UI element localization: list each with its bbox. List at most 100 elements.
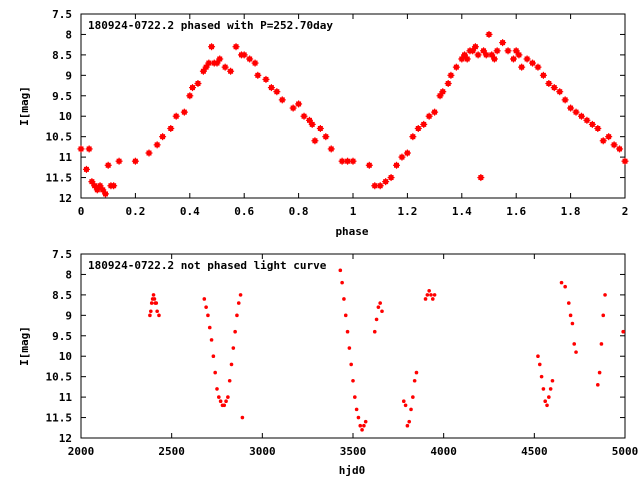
unphased-data-point xyxy=(423,297,428,301)
phased-data-point xyxy=(594,124,602,132)
phased-data-point xyxy=(246,55,254,63)
unphased-y-tick-label: 9 xyxy=(65,309,72,322)
phased-x-tick-label: 2 xyxy=(622,205,629,218)
unphased-data-point xyxy=(621,329,625,334)
unphased-data-point xyxy=(543,399,548,404)
unphased-data-point xyxy=(362,423,366,428)
phased-data-point xyxy=(208,43,216,51)
phased-data-point xyxy=(189,84,197,92)
unphased-data-point xyxy=(213,370,217,375)
phased-data-point xyxy=(577,112,585,120)
phased-y-tick-label: 11 xyxy=(59,151,73,164)
phased-data-point xyxy=(376,182,384,190)
unphased-data-point xyxy=(378,301,383,305)
unphased-data-point xyxy=(207,325,212,330)
phased-data-point xyxy=(172,112,180,120)
phased-data-point xyxy=(199,67,207,75)
unphased-data-point xyxy=(217,395,221,399)
phased-data-point xyxy=(145,149,153,157)
unphased-data-point xyxy=(238,293,243,297)
phased-data-point xyxy=(153,141,161,149)
unphased-plot-frame xyxy=(80,253,626,439)
phased-data-point xyxy=(213,59,221,67)
unphased-y-tick-label: 8 xyxy=(65,268,72,281)
phased-data-point xyxy=(550,84,558,92)
phased-data-point xyxy=(393,161,401,169)
phased-data-point xyxy=(621,157,629,165)
phased-data-point xyxy=(436,92,444,100)
unphased-y-tick-label: 9.5 xyxy=(52,330,72,343)
phased-y-tick-label: 11.5 xyxy=(46,172,73,185)
phased-data-point xyxy=(452,63,460,71)
phased-data-point xyxy=(561,96,569,104)
unphased-data-point xyxy=(597,370,602,375)
phased-data-point xyxy=(461,51,469,59)
phased-data-point xyxy=(295,100,303,108)
unphased-data-point xyxy=(570,321,575,326)
unphased-data-point xyxy=(222,403,227,408)
phased-data-point xyxy=(221,63,229,71)
unphased-data-point xyxy=(430,297,435,301)
phased-data-point xyxy=(365,161,373,169)
phased-data-point xyxy=(471,43,479,51)
phased-data-point xyxy=(485,30,493,38)
unphased-data-point xyxy=(403,403,408,408)
unphased-data-point xyxy=(353,395,357,399)
unphased-data-point xyxy=(547,395,551,399)
phased-axis-ticks: 0 0.2 0.4 0.6 0.8 1 1.2 1.4 1.6 1.8 2 7.5 8 8.5 9 9.5 10… xyxy=(46,8,629,218)
unphased-data-point xyxy=(414,370,419,375)
phased-data-point xyxy=(180,108,188,116)
phased-data-point xyxy=(311,137,319,145)
unphased-data-point xyxy=(149,301,154,305)
phased-data-point xyxy=(316,124,324,132)
unphased-data-point xyxy=(407,419,412,424)
phased-data-point xyxy=(101,190,109,198)
unphased-data-point xyxy=(599,342,604,346)
unphased-x-tick-label: 5000 xyxy=(612,445,639,458)
phased-y-tick-label: 12 xyxy=(59,192,72,205)
unphased-data-point xyxy=(204,305,208,309)
unphased-y-tick-label: 10 xyxy=(59,350,72,363)
phased-plot-frame xyxy=(80,13,626,199)
unphased-y-tick-label: 7.5 xyxy=(52,248,72,261)
phased-data-point xyxy=(273,88,281,96)
unphased-data-point xyxy=(224,399,228,404)
phased-data-point xyxy=(194,80,202,88)
unphased-data-point xyxy=(338,268,343,273)
unphased-data-point xyxy=(356,415,361,420)
phased-data-point xyxy=(300,112,308,120)
unphased-x-tick-label: 2000 xyxy=(68,445,95,458)
phased-data-point xyxy=(439,88,447,96)
phased-data-point xyxy=(523,55,531,63)
phased-y-tick-label: 10 xyxy=(59,110,72,123)
unphased-data-point xyxy=(427,289,431,293)
phased-data-point xyxy=(499,39,507,47)
unphased-y-tick-label: 11.5 xyxy=(46,412,73,425)
phased-data-point xyxy=(227,67,235,75)
unphased-data-point xyxy=(342,297,346,301)
phased-data-point xyxy=(567,104,575,112)
unphased-axis-ticks: 2000 2500 3000 3500 4000 4500 5000 7.5 8 8.5 9 9.5 1… xyxy=(46,248,639,458)
phased-data-point xyxy=(493,47,501,55)
unphased-data-point xyxy=(536,354,540,359)
unphased-data-point xyxy=(380,309,384,314)
phased-data-point xyxy=(82,165,90,173)
phased-y-axis-label: I[mag] xyxy=(18,86,31,126)
unphased-data-point xyxy=(155,309,159,314)
phased-data-point xyxy=(610,141,618,149)
unphased-y-tick-label: 12 xyxy=(59,432,72,445)
unphased-data-point xyxy=(401,399,406,404)
phased-data-point xyxy=(420,120,428,128)
unphased-data-point xyxy=(231,346,236,350)
phased-x-tick-label: 0.4 xyxy=(180,205,200,218)
phased-data-point xyxy=(504,47,512,55)
phased-data-point xyxy=(488,51,496,59)
unphased-data-point xyxy=(215,387,219,391)
phased-data-point xyxy=(518,63,526,71)
unphased-x-tick-label: 4500 xyxy=(521,445,548,458)
phased-data-point xyxy=(583,116,591,124)
phased-data-point xyxy=(251,59,259,67)
phased-data-point xyxy=(289,104,297,112)
phased-data-point xyxy=(431,108,439,116)
phased-data-point xyxy=(77,145,85,153)
